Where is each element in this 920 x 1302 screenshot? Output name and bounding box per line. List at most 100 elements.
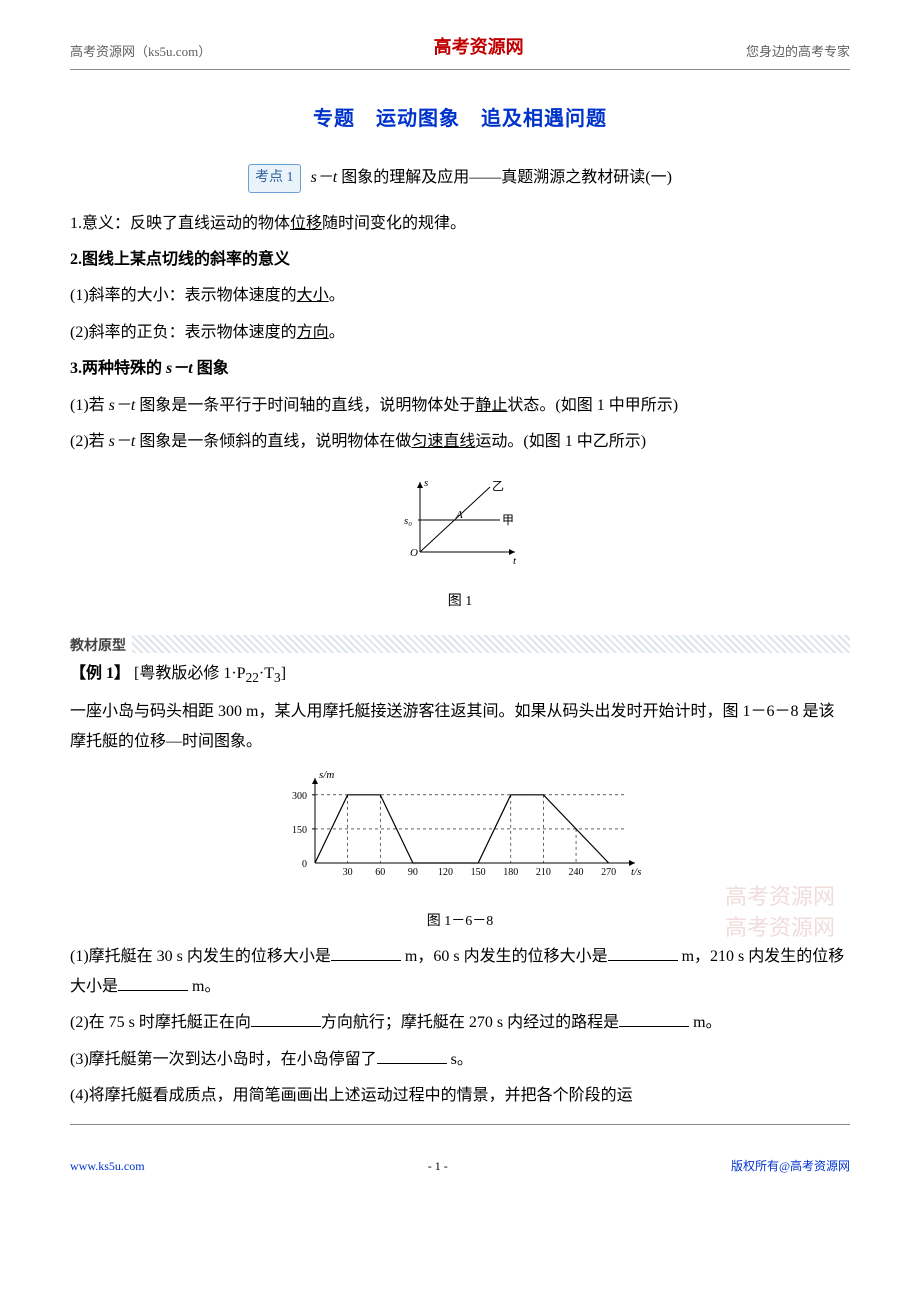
example-ref-mid: ·T: [259, 665, 274, 682]
special-1-mid: 图象是一条平行于时间轴的直线，说明物体处于: [135, 397, 475, 414]
svg-text:180: 180: [503, 867, 518, 878]
q3-b: s。: [447, 1051, 473, 1068]
slope-1-pre: (1)斜率的大小：表示物体速度的: [70, 287, 297, 304]
example-text-1: 一座小岛与码头相距 300 m，某人用摩托艇接送游客往返其间。如果从码头出发时开…: [70, 697, 850, 758]
example-ref-sub2: 3: [274, 670, 281, 685]
question-3: (3)摩托艇第一次到达小岛时，在小岛停留了 s。: [70, 1045, 850, 1075]
svg-text:240: 240: [569, 867, 584, 878]
svg-text:300: 300: [292, 790, 307, 801]
figure-1-wrap: Ot s s₀ A 甲 乙: [70, 467, 850, 578]
meaning-post: 随时间变化的规律。: [322, 215, 466, 232]
header-right: 您身边的高考专家: [746, 40, 850, 65]
svg-text:210: 210: [536, 867, 551, 878]
topic-line: 考点 1 s－t 图象的理解及应用——真题溯源之教材研读(一): [70, 163, 850, 193]
svg-text:O: O: [410, 547, 418, 559]
prototype-band: 教材原型: [70, 635, 850, 653]
svg-text:90: 90: [408, 867, 418, 878]
head-special: 3.两种特殊的 s－t 图象: [70, 354, 850, 384]
svg-text:120: 120: [438, 867, 453, 878]
slope-1-u: 大小: [297, 287, 329, 304]
svg-text:A: A: [455, 509, 463, 521]
figure-2: 0 150 300 30 60 90 120 150 180 210 240 270 s/m t/s: [270, 768, 650, 888]
special-1-post: 状态。(如图 1 中甲所示): [507, 397, 678, 414]
example-head: 【例 1】 [粤教版必修 1·P22·T3]: [70, 659, 850, 691]
page-header: 高考资源网（ks5u.com） 高考资源网 您身边的高考专家: [0, 0, 920, 69]
svg-text:s: s: [424, 477, 428, 489]
footer-right: 版权所有@高考资源网: [731, 1155, 850, 1178]
example-ref-pre: [粤教版必修 1·P: [134, 665, 246, 682]
blank-q1-2: [608, 944, 678, 961]
content-area: 专题 运动图象 追及相遇问题 考点 1 s－t 图象的理解及应用——真题溯源之教…: [0, 100, 920, 1111]
q3-a: (3)摩托艇第一次到达小岛时，在小岛停留了: [70, 1051, 377, 1068]
slope-2: (2)斜率的正负：表示物体速度的方向。: [70, 318, 850, 348]
header-left: 高考资源网（ks5u.com）: [70, 40, 211, 65]
special-2-pre: (2)若: [70, 433, 109, 450]
special-2-post: 运动。(如图 1 中乙所示): [475, 433, 646, 450]
head-special-pre: 3.两种特殊的: [70, 360, 166, 377]
example-ref-sub1: 22: [246, 670, 259, 685]
q2-c: m。: [689, 1014, 721, 1031]
svg-text:0: 0: [302, 859, 307, 870]
special-1-ital: s－t: [109, 397, 136, 414]
slope-1: (1)斜率的大小：表示物体速度的大小。: [70, 281, 850, 311]
question-4: (4)将摩托艇看成质点，用简笔画画出上述运动过程中的情景，并把各个阶段的运: [70, 1081, 850, 1111]
head-special-ital: s－t: [166, 360, 193, 377]
svg-text:t: t: [513, 555, 517, 567]
blank-q2-2: [619, 1010, 689, 1027]
meaning-line: 1.意义：反映了直线运动的物体位移随时间变化的规律。: [70, 209, 850, 239]
svg-text:150: 150: [292, 824, 307, 835]
special-2: (2)若 s－t 图象是一条倾斜的直线，说明物体在做匀速直线运动。(如图 1 中…: [70, 427, 850, 457]
footer-rule: [70, 1124, 850, 1125]
svg-text:60: 60: [375, 867, 385, 878]
slope-1-post: 。: [329, 287, 345, 304]
q2-a: (2)在 75 s 时摩托艇正在向: [70, 1014, 251, 1031]
svg-text:30: 30: [343, 867, 353, 878]
figure-1: Ot s s₀ A 甲 乙: [390, 467, 530, 567]
slope-2-pre: (2)斜率的正负：表示物体速度的: [70, 324, 297, 341]
example-ref-post: ]: [281, 665, 286, 682]
figure-2-wrap: 0 150 300 30 60 90 120 150 180 210 240 270 s/m t/s: [70, 768, 850, 899]
question-2: (2)在 75 s 时摩托艇正在向 方向航行；摩托艇在 270 s 内经过的路程是…: [70, 1008, 850, 1038]
special-1-u: 静止: [475, 397, 507, 414]
special-2-u: 匀速直线: [411, 433, 475, 450]
blank-q2-1: [251, 1010, 321, 1027]
svg-text:乙: 乙: [492, 479, 504, 493]
blank-q3-1: [377, 1047, 447, 1064]
svg-text:150: 150: [471, 867, 486, 878]
topic-text: 图象的理解及应用——真题溯源之教材研读(一): [341, 169, 672, 186]
svg-text:s/m: s/m: [319, 769, 334, 781]
slope-2-u: 方向: [297, 324, 329, 341]
blank-q1-3: [118, 974, 188, 991]
blank-q1-1: [331, 944, 401, 961]
question-1: (1)摩托艇在 30 s 内发生的位移大小是 m，60 s 内发生的位移大小是 …: [70, 942, 850, 1003]
special-2-mid: 图象是一条倾斜的直线，说明物体在做: [135, 433, 411, 450]
q2-b: 方向航行；摩托艇在 270 s 内经过的路程是: [321, 1014, 619, 1031]
prototype-label: 教材原型: [70, 634, 132, 661]
topic-badge: 考点 1: [248, 164, 301, 193]
header-center: 高考资源网: [434, 30, 524, 64]
meaning-underline: 位移: [290, 215, 322, 232]
page-title: 专题 运动图象 追及相遇问题: [70, 100, 850, 138]
footer-center: - 1 -: [145, 1155, 731, 1178]
example-label: 【例 1】: [70, 665, 130, 682]
head-special-post: 图象: [193, 360, 229, 377]
footer-left: www.ks5u.com: [70, 1155, 145, 1178]
figure-1-caption: 图 1: [70, 589, 850, 616]
special-2-ital: s－t: [109, 433, 136, 450]
q1-a: (1)摩托艇在 30 s 内发生的位移大小是: [70, 948, 331, 965]
svg-text:s₀: s₀: [404, 515, 412, 527]
q1-b: m，60 s 内发生的位移大小是: [401, 948, 608, 965]
head-slope: 2.图线上某点切线的斜率的意义: [70, 245, 850, 275]
svg-text:270: 270: [601, 867, 616, 878]
special-1: (1)若 s－t 图象是一条平行于时间轴的直线，说明物体处于静止状态。(如图 1…: [70, 391, 850, 421]
meaning-pre: 1.意义：反映了直线运动的物体: [70, 215, 290, 232]
svg-text:甲: 甲: [502, 513, 514, 527]
slope-2-post: 。: [329, 324, 345, 341]
svg-text:t/s: t/s: [631, 866, 641, 878]
header-rule: [70, 69, 850, 70]
q1-d: m。: [188, 978, 220, 995]
special-1-pre: (1)若: [70, 397, 109, 414]
figure-2-caption: 图 1－6－8: [70, 909, 850, 936]
page-footer: www.ks5u.com - 1 - 版权所有@高考资源网: [0, 1155, 920, 1203]
topic-ital: s－t: [311, 169, 338, 186]
